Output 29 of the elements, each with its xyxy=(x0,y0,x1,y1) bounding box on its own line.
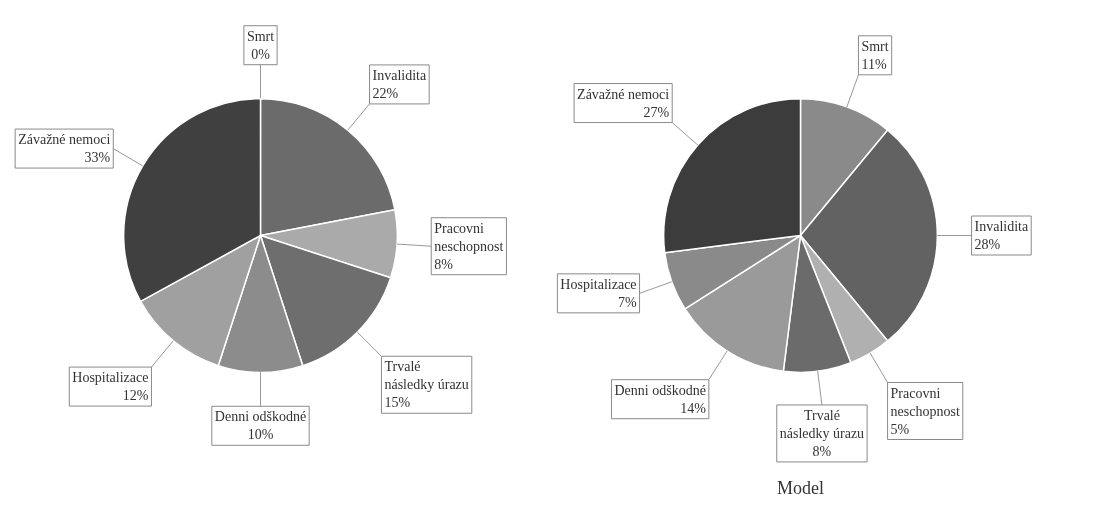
slice-label: Invalidita xyxy=(372,67,427,83)
data-label: 14% xyxy=(680,400,707,416)
slice-label: Hospitalizace xyxy=(72,370,149,386)
data-label: 28% xyxy=(974,237,1001,252)
data-label: 5% xyxy=(890,421,910,437)
category-label: Smrt xyxy=(246,28,275,44)
data-label: 33% xyxy=(84,150,111,166)
data-label: 12% xyxy=(122,388,149,404)
slice-label: Pracovni neschopnost xyxy=(434,220,504,254)
data-label: 8% xyxy=(434,256,454,272)
text: Model xyxy=(777,477,824,498)
slice-label: Závažné nemoci xyxy=(577,86,670,102)
slice-label: Denni odškodné xyxy=(214,409,307,425)
slice-label: Invalidita xyxy=(974,219,1029,234)
text: 0% xyxy=(251,46,270,62)
slice-label: Pracovni neschopnost xyxy=(890,385,960,419)
slice-label: Závažné nemoci xyxy=(18,132,111,148)
data-label: 22% xyxy=(372,85,399,101)
data-label: 7% xyxy=(617,294,637,310)
data-label: 11% xyxy=(861,56,887,72)
data-label: 8% xyxy=(812,443,832,459)
slice-label: Trvalé následky úrazu xyxy=(779,407,865,441)
slice-label: Denni odškodné xyxy=(614,382,706,398)
slice-label: Smrt xyxy=(861,38,889,54)
slice-label: Hospitalizace xyxy=(560,276,637,292)
data-label: 15% xyxy=(384,395,411,411)
data-label: 27% xyxy=(643,104,670,120)
slice-label: Trvalé následky úrazu xyxy=(384,359,469,393)
data-label: 10% xyxy=(247,427,274,443)
